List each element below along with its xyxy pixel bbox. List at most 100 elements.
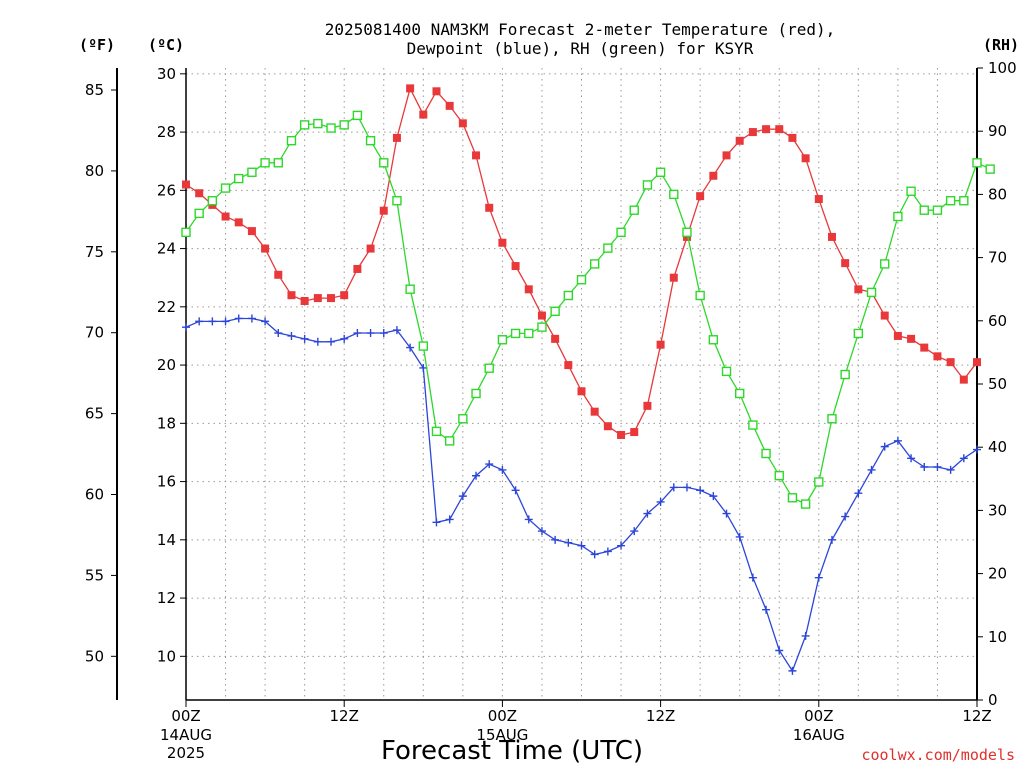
fahrenheit-tick-label: 85	[85, 81, 104, 99]
temperature-point	[643, 401, 652, 410]
rh-tick-label: 30	[988, 501, 1007, 519]
rh-point	[247, 167, 257, 177]
rh-point	[787, 493, 798, 503]
celsius-tick-label: 14	[157, 531, 176, 549]
dewpoint-point	[827, 535, 836, 544]
rh-point	[774, 470, 784, 481]
dewpoint-point	[748, 573, 757, 582]
rh-unit-label: (RH)	[983, 36, 1019, 54]
rh-point	[471, 388, 481, 399]
x-tick-label: 00Z	[171, 707, 200, 725]
rh-point	[326, 123, 336, 133]
temperature-point	[406, 84, 415, 93]
x-axis-title: Forecast Time (UTC)	[381, 736, 643, 766]
temperature-point	[419, 110, 428, 119]
dewpoint-point	[300, 334, 309, 343]
dewpoint-point	[234, 314, 243, 323]
dewpoint-point	[537, 527, 546, 536]
temperature-point	[261, 244, 270, 253]
dewpoint-point	[867, 465, 876, 474]
temperature-point	[524, 285, 533, 294]
x-tick-label: 12Z	[646, 707, 675, 725]
dewpoint-point	[788, 666, 797, 675]
rh-point	[392, 196, 402, 206]
rh-point	[840, 369, 850, 380]
axes: 1012141618202224262830505560657075808501…	[85, 59, 1017, 762]
dewpoint-point	[353, 329, 362, 338]
temperature-point	[498, 238, 507, 247]
chart-title-line-2: Dewpoint (blue), RH (green) for KSYR	[407, 39, 754, 58]
temperature-point	[313, 294, 322, 303]
grid-lines	[186, 68, 977, 700]
dewpoint-point	[419, 363, 428, 372]
rh-point	[273, 158, 283, 168]
dewpoint-point	[432, 518, 441, 527]
fahrenheit-unit-label: (ºF)	[79, 36, 115, 54]
dewpoint-point	[208, 317, 217, 326]
x-tick-date-label: 16AUG	[793, 726, 845, 744]
dewpoint-point	[195, 317, 204, 326]
fahrenheit-tick-label: 80	[85, 162, 104, 180]
dewpoint-point	[893, 436, 902, 445]
rh-point	[932, 205, 943, 215]
rh-point	[194, 208, 204, 219]
dewpoint-point	[327, 337, 336, 346]
dewpoint-point	[182, 323, 190, 332]
rh-tick-label: 60	[988, 312, 1007, 330]
fahrenheit-tick-label: 75	[85, 243, 104, 261]
rh-tick-label: 20	[988, 565, 1007, 583]
rh-tick-label: 50	[988, 375, 1007, 393]
temperature-point	[340, 291, 349, 300]
rh-tick-label: 80	[988, 185, 1007, 203]
temperature-point	[195, 189, 204, 198]
rh-point	[748, 420, 758, 430]
dewpoint-point	[920, 463, 929, 472]
rh-point	[563, 290, 574, 301]
dewpoint-point	[577, 541, 586, 550]
dewpoint-point	[682, 483, 691, 492]
rh-point	[418, 341, 428, 351]
celsius-tick-label: 22	[157, 298, 176, 316]
celsius-tick-label: 26	[157, 181, 176, 199]
rh-point	[589, 259, 600, 269]
temperature-point	[590, 407, 599, 416]
dewpoint-point	[735, 532, 744, 541]
rh-point	[260, 158, 270, 168]
temperature-point	[880, 311, 889, 320]
dewpoint-point	[933, 463, 942, 472]
rh-point	[655, 167, 666, 177]
temperature-point	[603, 422, 612, 431]
x-tick-label: 12Z	[330, 707, 359, 725]
dewpoint-point	[274, 329, 283, 338]
rh-point	[985, 164, 995, 174]
rh-point	[695, 290, 705, 301]
x-tick-label: 00Z	[488, 707, 517, 725]
dewpoint-point	[630, 527, 639, 536]
rh-point	[299, 120, 310, 130]
rh-point	[919, 205, 929, 215]
rh-point	[800, 499, 811, 509]
rh-point	[431, 426, 442, 437]
dewpoint-point	[854, 489, 863, 498]
temperature-point	[907, 334, 916, 343]
dewpoint-point	[696, 486, 705, 495]
temperature-point	[669, 273, 678, 282]
temperature-point	[432, 87, 441, 96]
rh-point	[313, 118, 323, 129]
temperature-point	[722, 151, 731, 160]
rh-point	[893, 211, 903, 222]
temperature-point	[551, 334, 560, 343]
temperature-point	[353, 264, 362, 273]
dewpoint-point	[775, 646, 784, 655]
dewpoint-point	[458, 492, 467, 501]
rh-point	[234, 173, 244, 184]
temperature-point	[564, 361, 573, 370]
temperature-point	[577, 387, 586, 396]
fahrenheit-tick-label: 50	[85, 647, 104, 665]
rh-point	[510, 328, 521, 339]
rh-point	[220, 183, 231, 193]
temperature-point	[973, 358, 981, 367]
rh-point	[629, 205, 639, 215]
dewpoint-point	[590, 550, 599, 559]
temperature-point	[854, 285, 863, 294]
